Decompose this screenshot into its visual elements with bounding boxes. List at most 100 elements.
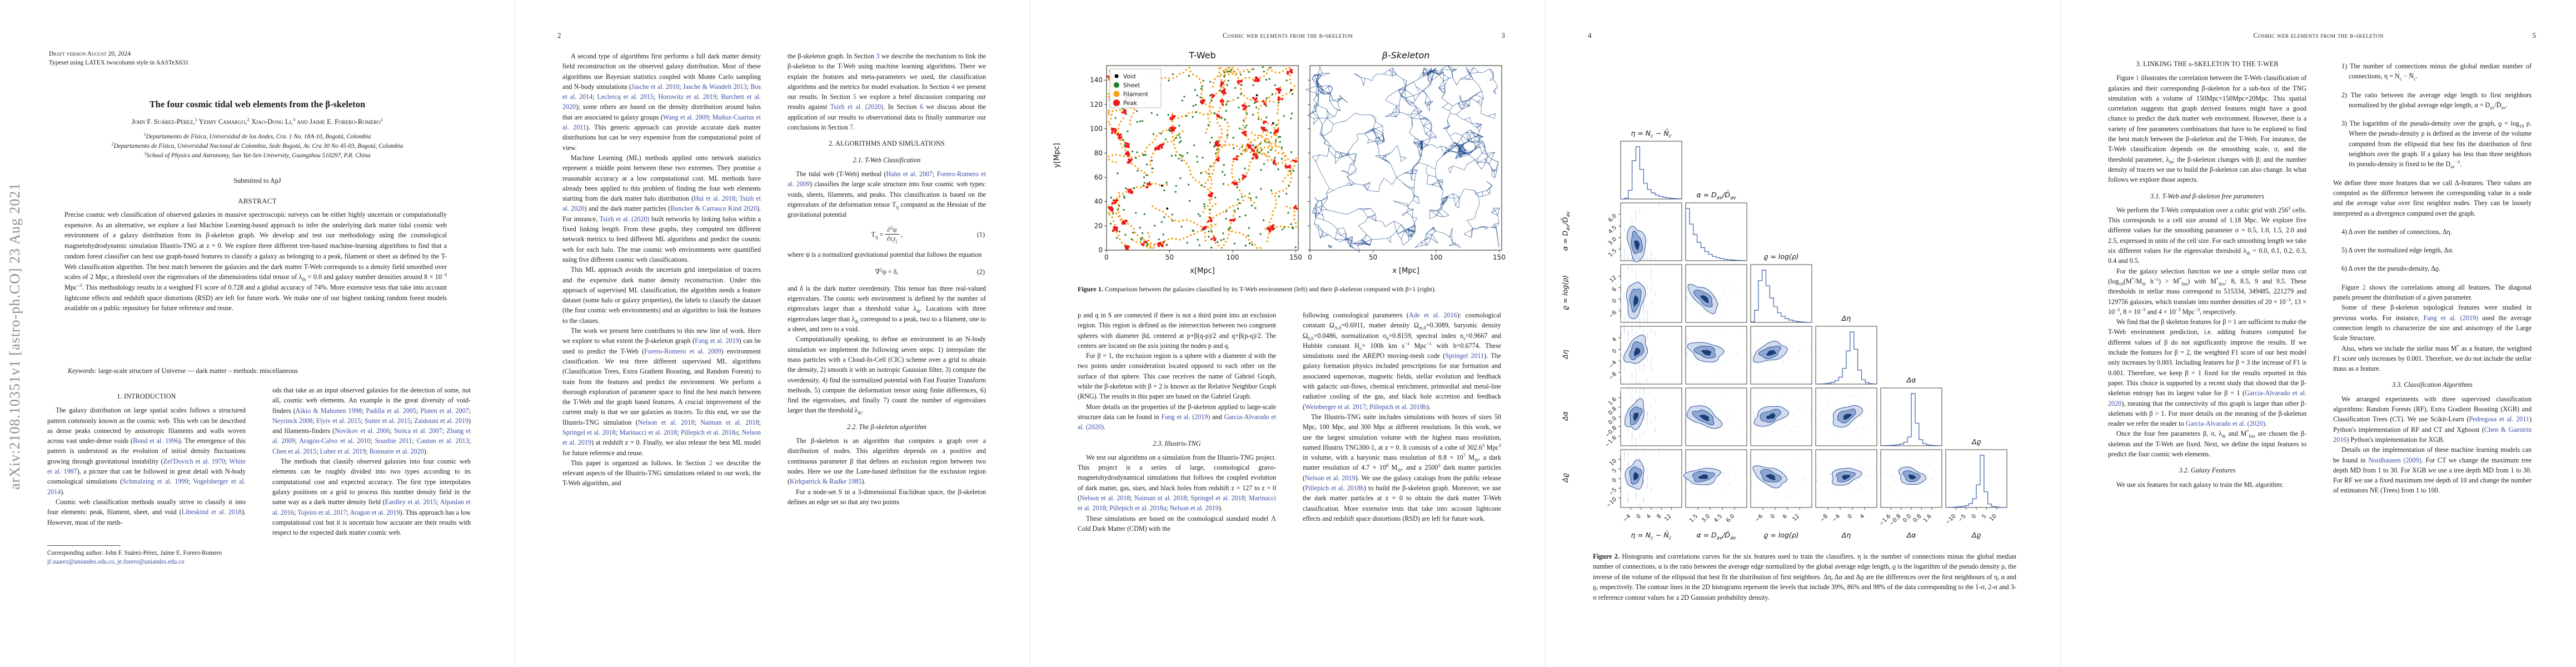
reference-link[interactable]: Chen et al. 2015 bbox=[272, 447, 317, 455]
svg-text:50: 50 bbox=[1165, 253, 1174, 261]
reference-link[interactable]: Kirkpatrick & Radke 1985 bbox=[790, 477, 862, 486]
svg-text:4.5: 4.5 bbox=[1607, 225, 1618, 235]
reference-link[interactable]: Aikio & Mahonen 1998 bbox=[295, 406, 362, 415]
reference-link[interactable]: Muñoz-Cuartas et al. 2011 bbox=[562, 113, 761, 132]
reference-link[interactable]: Vogelsberger et al. 2014 bbox=[47, 477, 246, 496]
reference-link[interactable]: Zaidouni et al. 2019 bbox=[414, 416, 469, 425]
reference-link[interactable]: Jasche et al. 2010 bbox=[631, 82, 680, 91]
reference-link[interactable]: Cautun et al. 2013 bbox=[416, 437, 469, 445]
reference-link[interactable]: 6 bbox=[920, 103, 924, 111]
reference-link[interactable]: Chen & Guestrin 2016 bbox=[2333, 425, 2532, 444]
reference-link[interactable]: Springel et al. 2018 bbox=[562, 428, 616, 436]
corner-title-1: α = Dav/D̄av bbox=[1696, 191, 1736, 201]
reference-link[interactable]: Wang et al. 2009 bbox=[662, 113, 709, 121]
reference-link[interactable]: Tsizh et al. 2020 bbox=[562, 195, 761, 213]
reference-link[interactable]: Hahn et al. 2007 bbox=[886, 170, 933, 178]
draft-version-line: Draft version August 20, 2024 bbox=[49, 50, 131, 57]
reference-link[interactable]: Nelson et al. 2019 bbox=[1305, 474, 1356, 482]
reference-link[interactable]: Pillepich et al. 2018b bbox=[1305, 484, 1364, 492]
reference-link[interactable]: Hui et al. 2018 bbox=[693, 195, 735, 203]
reference-link[interactable]: Forero-Romero et al. 2009 bbox=[644, 347, 721, 355]
reference-link[interactable]: Garcia-Alvarado et al. 2020 bbox=[2108, 389, 2306, 407]
reference-link[interactable]: Tsizh et al. (2020) bbox=[599, 215, 650, 223]
reference-link[interactable]: Pedregosa et al. 2011 bbox=[2469, 415, 2529, 424]
reference-link[interactable]: Aragón-Calvo et al. 2010 bbox=[299, 437, 371, 445]
reference-link[interactable]: Pillepich et al. 2018a bbox=[1109, 504, 1167, 512]
reference-link[interactable]: 3 bbox=[876, 52, 880, 60]
reference-link[interactable]: Sutter et al. 2015 bbox=[364, 416, 411, 425]
reference-link[interactable]: Elyiv et al. 2015 bbox=[316, 416, 361, 425]
reference-link[interactable]: Stoica et al. 2007 bbox=[393, 427, 442, 435]
reference-link[interactable]: Tojeiro et al. 2017 bbox=[297, 508, 347, 516]
reference-link[interactable]: Garcia-Alvarado et al. (2020) bbox=[2185, 420, 2265, 428]
svg-text:140: 140 bbox=[1090, 76, 1103, 84]
page-number: 5 bbox=[2532, 31, 2537, 39]
reference-link[interactable]: Padilla et al. 2005 bbox=[366, 406, 416, 415]
figure1-caption-label: Figure 1. bbox=[1078, 285, 1103, 293]
reference-link[interactable]: Naiman et al. 2018 bbox=[700, 418, 759, 426]
reference-link[interactable]: White et al. 1987 bbox=[47, 457, 246, 476]
reference-link[interactable]: Buncher & Carrasco Kind 2020 bbox=[670, 205, 757, 213]
corner-xlabel-4: Δα bbox=[1906, 531, 1916, 539]
reference-link[interactable]: Bos et al. 2014 bbox=[562, 82, 761, 101]
submitted-note: Submitted to ApJ bbox=[233, 177, 281, 185]
reference-link[interactable]: Nelson et al. 2018 bbox=[637, 418, 695, 426]
reference-link[interactable]: Aragon et al. 2019 bbox=[350, 508, 400, 516]
svg-text:100: 100 bbox=[1430, 253, 1443, 261]
reference-link[interactable]: Marinacci et al. 2018 bbox=[619, 428, 677, 436]
reference-link[interactable]: Sousbie 2011 bbox=[375, 437, 412, 445]
reference-link[interactable]: Fang et al. 2019 bbox=[695, 337, 739, 345]
paragraph: Figure 1 illustrates the correlation bet… bbox=[2108, 74, 2306, 184]
reference-link[interactable]: Bonnaire et al. 2020 bbox=[369, 447, 424, 455]
reference-link[interactable]: 4 bbox=[951, 82, 955, 91]
reference-link[interactable]: Forero-Romero et al. 2009 bbox=[788, 170, 986, 188]
reference-link[interactable]: Ade et al. 2016 bbox=[1408, 311, 1457, 319]
reference-link[interactable]: Naiman et al. 2018 bbox=[1134, 494, 1187, 502]
reference-link[interactable]: Schmalzing et al. 1999 bbox=[122, 477, 188, 486]
reference-link[interactable]: Burchett et al. 2020 bbox=[562, 93, 761, 111]
reference-link[interactable]: Fang et al. (2019) bbox=[1161, 412, 1210, 421]
reference-link[interactable]: Alpaslan et al. 2016 bbox=[272, 498, 471, 516]
reference-link[interactable]: 2 bbox=[709, 459, 712, 467]
reference-link[interactable]: Platen et al. 2007 bbox=[420, 406, 469, 415]
paragraph: Details on the implementation of these m… bbox=[2333, 446, 2532, 495]
reference-link[interactable]: Luber et al. 2019 bbox=[320, 447, 366, 455]
reference-link[interactable]: Pillepich et al. 2018b bbox=[1369, 402, 1427, 411]
reference-link[interactable]: Horowitz et al. 2019 bbox=[658, 93, 717, 101]
list-item: 2) The ratio between the average edge le… bbox=[2341, 91, 2532, 111]
reference-link[interactable]: Pillepich et al. 2018a bbox=[680, 428, 738, 436]
reference-link[interactable]: Nelson et al. 2019 bbox=[562, 428, 761, 447]
reference-link[interactable]: Nelson et al. 2019 bbox=[1169, 504, 1219, 512]
svg-text:0: 0 bbox=[1098, 246, 1103, 254]
reference-link[interactable]: Zel'Dovich et al. 1970 bbox=[163, 457, 226, 465]
svg-text:5: 5 bbox=[1981, 513, 1987, 520]
reference-link[interactable]: Jasche & Wandelt 2013 bbox=[682, 82, 747, 91]
reference-link[interactable]: Tsizh et al. (2020) bbox=[830, 103, 884, 111]
email-links[interactable]: jf.suarez@uniandes.edu.co, je.forero@uni… bbox=[47, 558, 185, 565]
equation-denominator: ∂rirj bbox=[886, 235, 897, 244]
reference-link[interactable]: Garcia-Alvarado et al. (2020) bbox=[1078, 412, 1276, 431]
reference-link[interactable]: Fang et al. (2019) bbox=[2423, 313, 2478, 322]
reference-link[interactable]: Eardley et al. 2015 bbox=[385, 498, 437, 506]
svg-text:6.0: 6.0 bbox=[1725, 513, 1736, 524]
reference-link[interactable]: Weinberger et al. 2017 bbox=[1305, 402, 1366, 411]
reference-link[interactable]: Novikov et al. 2006 bbox=[335, 427, 390, 435]
corner-hist-panel-0 bbox=[1620, 141, 1682, 200]
reference-link[interactable]: Springel 2011 bbox=[1445, 352, 1484, 360]
reference-link[interactable]: 5 bbox=[853, 93, 856, 101]
svg-text:−4: −4 bbox=[1831, 513, 1841, 523]
reference-link[interactable]: Nordhausen (2009) bbox=[2368, 456, 2421, 464]
reference-link[interactable]: Bond et al. 1996 bbox=[133, 437, 179, 445]
reference-link[interactable]: Leclercq et al. 2015 bbox=[597, 93, 654, 101]
paragraph: The galaxy distribution on large spatial… bbox=[47, 406, 246, 496]
reference-link[interactable]: 7 bbox=[849, 123, 853, 132]
reference-link[interactable]: Zhang et al. 2009 bbox=[272, 427, 471, 445]
reference-link[interactable]: 1 bbox=[2135, 74, 2139, 82]
reference-link[interactable]: Libeskind et al. 2018 bbox=[181, 508, 242, 516]
svg-text:10: 10 bbox=[1608, 458, 1618, 467]
reference-link[interactable]: 2 bbox=[2362, 283, 2366, 291]
reference-link[interactable]: Nelson et al. 2018 bbox=[1080, 494, 1130, 502]
reference-link[interactable]: Springel et al. 2018 bbox=[1190, 494, 1245, 502]
reference-link[interactable]: Neyrinck 2008 bbox=[272, 416, 313, 425]
reference-link[interactable]: Marinacci et al. 2018 bbox=[1078, 494, 1276, 512]
